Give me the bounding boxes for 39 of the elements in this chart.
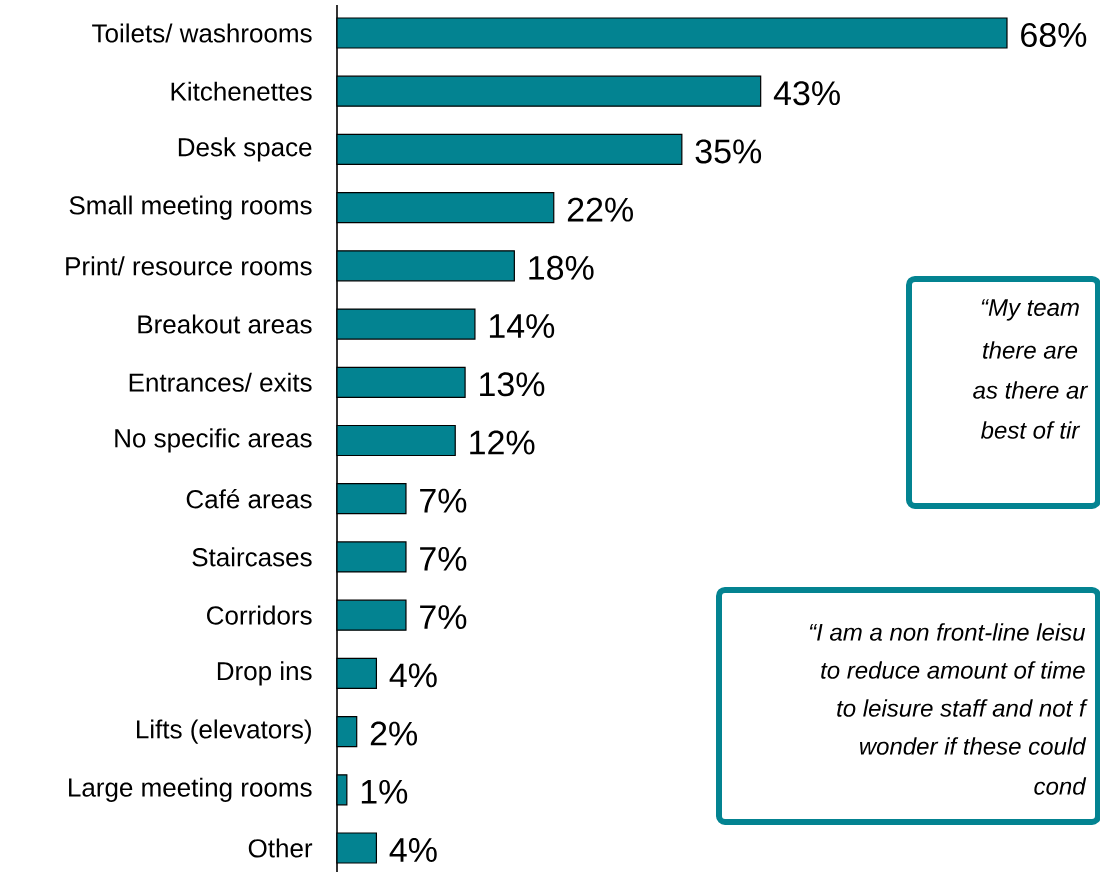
y-tick-label: No specific areas <box>115 428 312 453</box>
text: cond <box>1034 777 1087 795</box>
y-tick-label: Café areas <box>186 489 312 509</box>
y-tick-label: Staircases <box>192 547 312 567</box>
y-tick-label: Small meeting rooms <box>69 195 312 220</box>
y-tick-label: Desk space <box>178 137 312 162</box>
y-tick-label: Kitchenettes <box>171 81 312 101</box>
data-label: 12% <box>470 430 535 455</box>
data-label: 7% <box>420 488 467 513</box>
annotation: to reduce amount of time <box>821 661 1085 679</box>
data-label: 2% <box>370 721 418 746</box>
data-label: 68% <box>1021 22 1087 48</box>
y-tick-label: Corridors <box>207 605 312 625</box>
y-tick-label: Other <box>248 838 313 858</box>
data-label: 4% <box>389 663 437 688</box>
data-label: 4% <box>389 838 437 862</box>
data-label: 7% <box>420 547 467 571</box>
y-tick-label: Print/ resource rooms <box>66 256 312 276</box>
y-tick-label: Breakout areas <box>138 314 312 334</box>
annotation: as there ar <box>973 381 1089 399</box>
annotation: “My team <box>981 299 1079 321</box>
y-tick-label: Lifts (elevators) <box>137 719 311 744</box>
y-tick-label: Entrances/ exits <box>129 372 312 392</box>
y-tick-label: Large meeting rooms <box>69 777 312 802</box>
data-label: 14% <box>489 314 555 338</box>
annotation: to leisure staff and not f <box>837 699 1088 717</box>
data-label: 43% <box>773 81 840 106</box>
data-label: 13% <box>480 372 545 397</box>
data-label: 1% <box>361 779 408 804</box>
annotation: “I am a non front-line leisu <box>809 623 1086 641</box>
data-label: 22% <box>567 197 633 222</box>
data-label: 35% <box>695 139 762 164</box>
data-label: 18% <box>529 255 594 280</box>
data-label: 7% <box>420 605 467 630</box>
annotation: best of tir <box>980 421 1081 439</box>
annotation: there are <box>983 341 1078 359</box>
y-tick-label: Toilets/ washrooms <box>92 23 312 43</box>
y-tick-label: Drop ins <box>217 661 312 686</box>
annotation: wonder if these could <box>859 737 1087 755</box>
